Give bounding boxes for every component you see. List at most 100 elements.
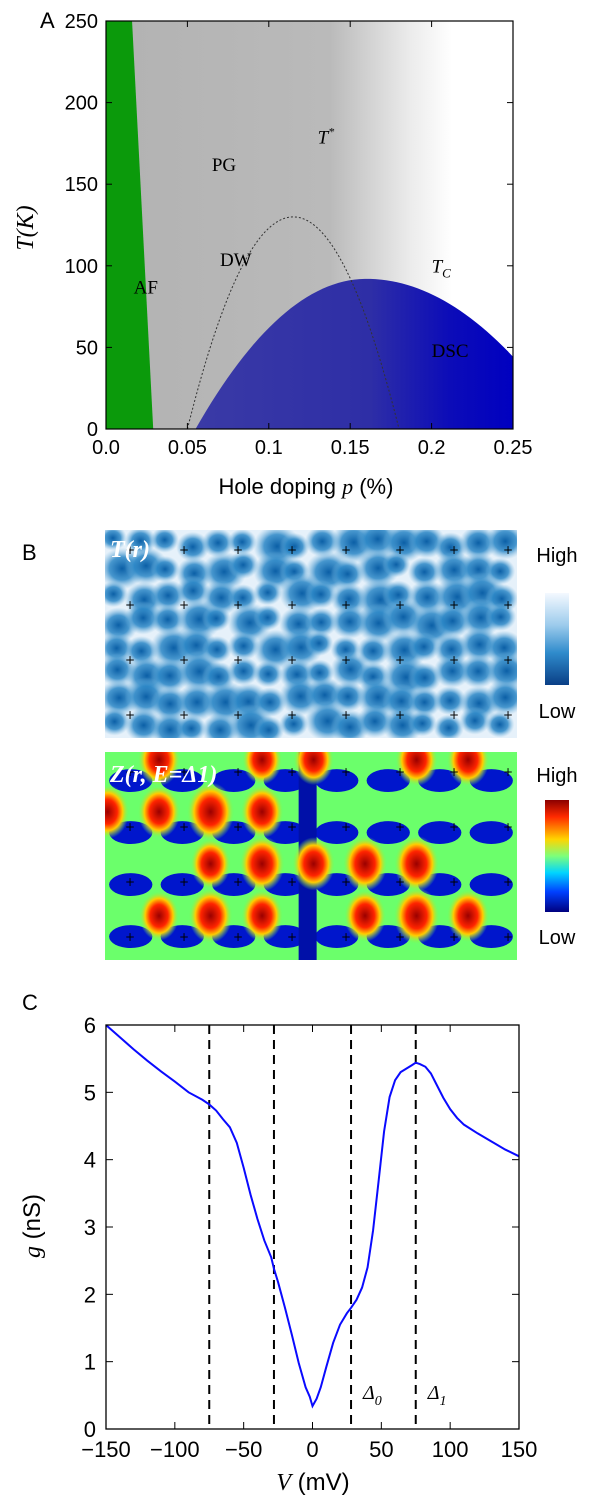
phase-label-af: AF — [134, 278, 158, 299]
phase-label-dsc: DSC — [432, 341, 469, 362]
panel-a-frame — [105, 20, 514, 430]
lattice-site-marker: + — [395, 820, 405, 834]
lattice-site-marker: + — [125, 820, 135, 834]
z-map-low-blob — [109, 873, 153, 897]
panel-c-y-ticks: 0 1 2 3 4 5 6 — [84, 1013, 519, 1442]
z-map-high-blob — [343, 836, 388, 892]
lattice-site-marker: + — [395, 708, 405, 722]
t-map-blob — [304, 530, 340, 558]
c-y-tick-label: 6 — [84, 1013, 96, 1038]
z-map-colorbar: High Low — [536, 765, 577, 949]
t-map-blob — [485, 602, 517, 631]
lattice-site-marker: + — [449, 708, 459, 722]
af-region — [106, 21, 154, 429]
t-map-blob — [105, 580, 129, 608]
phase-label-t: T* — [318, 124, 335, 148]
lattice-site-marker: + — [449, 930, 459, 944]
a-x-tick-label: 0.05 — [168, 437, 207, 459]
panel-a-x-ticks: 0.0 0.05 0.1 0.15 0.2 0.25 — [92, 21, 532, 459]
z-map-high-blob — [137, 785, 181, 839]
c-x-tick-label: −100 — [150, 1437, 200, 1462]
panel-a-y-ticks: 0 50 100 150 200 250 — [65, 11, 513, 441]
lattice-site-marker: + — [449, 820, 459, 834]
z-map-high-blob — [344, 889, 386, 942]
z-map: + + + + + + + + + + + + + + + + + + + + + + + + + + + + + + + + Z(r, E=… — [105, 752, 517, 960]
t-map-blob — [330, 558, 365, 590]
c-y-tick-label: 0 — [84, 1417, 96, 1442]
z-map-high-blob — [293, 752, 334, 785]
z-map-high-blob — [241, 889, 283, 942]
t-map-blob — [253, 579, 283, 606]
lattice-site-marker: + — [233, 598, 243, 612]
c-y-tick-label: 3 — [84, 1215, 96, 1240]
lattice-site-marker: + — [179, 765, 189, 779]
z-map-high-blob — [188, 888, 233, 944]
lattice-site-marker: + — [503, 875, 513, 889]
t-map-blob — [407, 662, 442, 693]
c-y-tick-label: 4 — [84, 1148, 96, 1173]
t-colorbar — [545, 593, 569, 685]
phase-diagram: 0.0 0.05 0.1 0.15 0.2 0.25 0 50 100 150 200 250 AF… — [13, 11, 532, 499]
z-map-low-blob — [315, 925, 359, 949]
lattice-site-marker: + — [341, 708, 351, 722]
t-map-blob — [433, 685, 467, 716]
t-map-blob — [227, 550, 259, 579]
panel-c-x-label: V (mV) — [276, 1469, 349, 1496]
lattice-site-marker: + — [125, 543, 135, 557]
z-map-high-blob — [446, 752, 490, 787]
z-colorbar — [545, 800, 569, 912]
t-map-blob — [105, 707, 131, 736]
lattice-site-marker: + — [287, 930, 297, 944]
t-map-blob — [485, 530, 517, 560]
z-map-low-blob — [469, 821, 513, 845]
z-map-label: Z(r, E=Δ1) — [109, 762, 217, 788]
t-map-blob — [407, 557, 442, 587]
a-x-tick-label: 0.25 — [494, 437, 533, 459]
t-map-blob — [485, 711, 515, 738]
lattice-site-marker: + — [179, 653, 189, 667]
t-map-blob — [227, 631, 260, 661]
t-map-blob — [253, 604, 282, 631]
c-x-tick-label: 50 — [369, 1437, 393, 1462]
a-y-tick-label: 50 — [76, 337, 98, 359]
t-map-label: T(r) — [110, 537, 150, 563]
t-map-blob — [382, 551, 411, 578]
lattice-site-marker: + — [341, 875, 351, 889]
lattice-site-marker: + — [503, 765, 513, 779]
lattice-site-marker: + — [179, 820, 189, 834]
lattice-site-marker: + — [395, 543, 405, 557]
t-colorbar-low: Low — [539, 701, 576, 723]
z-map-high-blob — [137, 752, 181, 787]
lattice-site-marker: + — [287, 765, 297, 779]
z-map-high-blob — [239, 835, 285, 892]
lattice-site-marker: + — [179, 875, 189, 889]
lattice-site-marker: + — [503, 598, 513, 612]
t-map-blob — [227, 530, 257, 556]
t-map-blob — [304, 579, 337, 609]
panel-label-b: B — [22, 540, 37, 565]
t-map-blob — [150, 555, 180, 583]
t-map-blob — [105, 530, 127, 551]
dsc-region — [195, 278, 513, 429]
c-y-tick-label: 2 — [84, 1282, 96, 1307]
c-y-tick-label: 1 — [84, 1350, 96, 1375]
lattice-site-marker: + — [233, 708, 243, 722]
lattice-site-marker: + — [233, 820, 243, 834]
lattice-site-marker: + — [233, 653, 243, 667]
z-map-low-blob — [212, 769, 256, 793]
lattice-site-marker: + — [179, 543, 189, 557]
a-y-tick-label: 100 — [65, 256, 98, 278]
c-y-tick-label: 5 — [84, 1080, 96, 1105]
panel-a-y-label: T(K) — [13, 205, 39, 250]
panel-label-c: C — [22, 990, 38, 1015]
a-x-tick-label: 0.2 — [418, 437, 446, 459]
c-x-tick-label: −150 — [81, 1437, 131, 1462]
t-map-blob — [176, 575, 211, 607]
phase-label-dw: DW — [220, 250, 252, 271]
a-y-tick-label: 150 — [65, 174, 98, 196]
z-map-low-blob — [418, 821, 462, 845]
t-map-blob — [304, 630, 334, 656]
lattice-site-marker: + — [179, 930, 189, 944]
lattice-site-marker: + — [341, 765, 351, 779]
z-map-high-blob — [393, 887, 440, 945]
